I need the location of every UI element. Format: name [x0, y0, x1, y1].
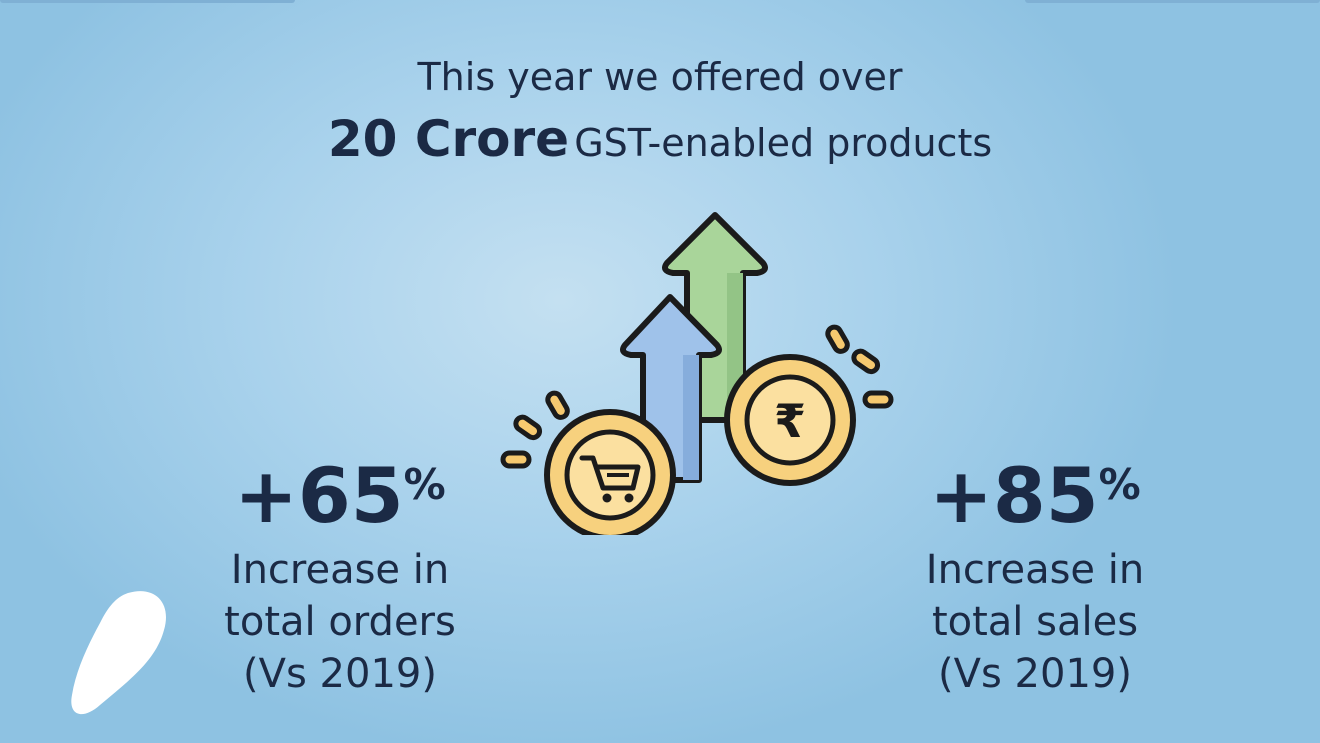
stat-sales-number: +85: [929, 451, 1099, 540]
blob-shape: [71, 591, 166, 715]
headline-line2: 20 Crore GST-enabled products: [0, 110, 1320, 168]
sparkle-icon: [500, 390, 570, 469]
stat-orders-value: +65%: [150, 458, 530, 534]
sparkle-icon-right: [825, 324, 894, 409]
top-tab-left: [0, 0, 295, 3]
rupee-symbol: ₹: [774, 394, 806, 448]
rupee-coin-icon: ₹: [724, 354, 856, 486]
shopping-cart-coin-icon: [544, 409, 676, 535]
stat-sales: +85% Increase in total sales (Vs 2019): [845, 458, 1225, 700]
stat-sales-desc-line1: Increase in: [925, 547, 1145, 593]
stat-orders-percent: %: [403, 460, 446, 509]
top-tab-right: [1025, 0, 1320, 3]
headline-rest: GST-enabled products: [574, 121, 993, 165]
stat-sales-percent: %: [1098, 460, 1141, 509]
stat-orders-desc-line2: total orders: [224, 599, 456, 645]
growth-illustration: ₹: [500, 212, 894, 535]
stat-sales-value: +85%: [845, 458, 1225, 534]
stat-orders-desc-line1: Increase in: [230, 547, 450, 593]
stat-sales-desc-line2: total sales: [931, 599, 1139, 645]
stat-sales-description: Increase in total sales (Vs 2019): [845, 544, 1225, 700]
stat-orders-number: +65: [234, 451, 404, 540]
stat-orders-desc-line3: (Vs 2019): [243, 651, 437, 697]
headline-line1: This year we offered over: [417, 55, 903, 99]
stat-orders-description: Increase in total orders (Vs 2019): [150, 544, 530, 700]
stat-orders: +65% Increase in total orders (Vs 2019): [150, 458, 530, 700]
stat-sales-desc-line3: (Vs 2019): [938, 651, 1132, 697]
headline-highlight: 20 Crore: [327, 110, 570, 168]
